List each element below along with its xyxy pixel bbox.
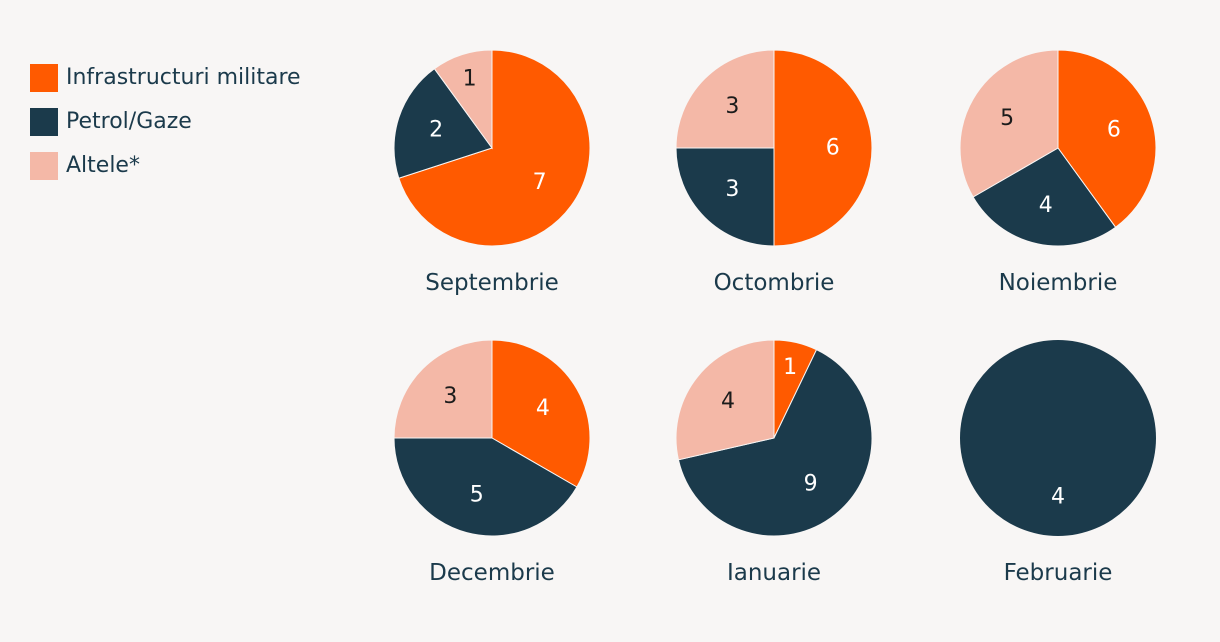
pie-title: Octombrie xyxy=(714,270,835,296)
legend-swatch-oil-gas xyxy=(30,107,58,136)
slice-label-military: 4 xyxy=(536,396,550,421)
slice-other xyxy=(675,339,775,461)
pie-februarie: 4 Februarie xyxy=(960,340,1156,586)
slice-label-oil-gas: 2 xyxy=(429,117,443,142)
slice-label-other: 5 xyxy=(1000,106,1014,131)
slice-military xyxy=(398,49,591,247)
slice-oil-gas xyxy=(972,147,1117,247)
slice-other xyxy=(959,49,1059,198)
slice-oil-gas xyxy=(677,349,873,537)
slice-label-military: 6 xyxy=(1107,117,1121,142)
legend-swatch-military xyxy=(30,63,58,92)
slice-oil-gas xyxy=(393,68,493,179)
slice-other xyxy=(393,339,493,439)
slice-label-oil-gas: 5 xyxy=(470,482,484,507)
pie-decembrie: 4 5 3 Decembrie xyxy=(393,339,591,586)
pie-title: Noiembrie xyxy=(999,270,1118,296)
legend-item-other: Altele* xyxy=(30,148,301,183)
slice-military xyxy=(491,339,591,488)
pie-title: Decembrie xyxy=(429,560,555,586)
pie-septembrie: 7 21 Septembrie xyxy=(393,49,591,296)
slice-label-oil-gas: 4 xyxy=(1039,193,1053,218)
slice-label-other: 3 xyxy=(443,384,457,409)
slice-label-military: 7 xyxy=(533,170,547,195)
legend-label-military: Infrastructuri militare xyxy=(66,65,301,90)
slice-label-military: 1 xyxy=(783,355,797,380)
slice-oil-gas xyxy=(393,437,578,537)
pie-title: Ianuarie xyxy=(727,560,821,586)
legend-item-oil-gas: Petrol/Gaze xyxy=(30,104,301,139)
pie-noiembrie: 6 4 5 Noiembrie xyxy=(959,49,1157,296)
legend-label-oil-gas: Petrol/Gaze xyxy=(66,109,192,134)
slice-military xyxy=(773,49,873,247)
pie-octombrie: 6 3 3 Octombrie xyxy=(675,49,873,296)
pie-ianuarie: 1 9 4 Ianuarie xyxy=(675,339,873,586)
slice-label-other: 3 xyxy=(725,94,739,119)
slice-military xyxy=(1057,49,1157,228)
slice-other xyxy=(433,49,493,150)
slice-oil-gas xyxy=(960,340,1156,536)
slice-label-other: 1 xyxy=(463,67,477,92)
slice-label-military: 6 xyxy=(826,136,840,161)
pie-title: Septembrie xyxy=(425,270,559,296)
slice-label-oil-gas: 9 xyxy=(804,471,818,496)
slice-other xyxy=(675,49,775,149)
slice-label-other: 4 xyxy=(721,389,735,414)
legend-label-other: Altele* xyxy=(66,153,140,178)
slice-oil-gas xyxy=(675,147,775,247)
slice-label-oil-gas: 3 xyxy=(725,177,739,202)
slice-label-oil-gas: 4 xyxy=(1051,484,1065,509)
legend: Infrastructuri militare Petrol/Gaze Alte… xyxy=(30,60,301,192)
legend-item-military: Infrastructuri militare xyxy=(30,60,301,95)
legend-swatch-other xyxy=(30,151,58,180)
pie-title: Februarie xyxy=(1004,560,1113,586)
